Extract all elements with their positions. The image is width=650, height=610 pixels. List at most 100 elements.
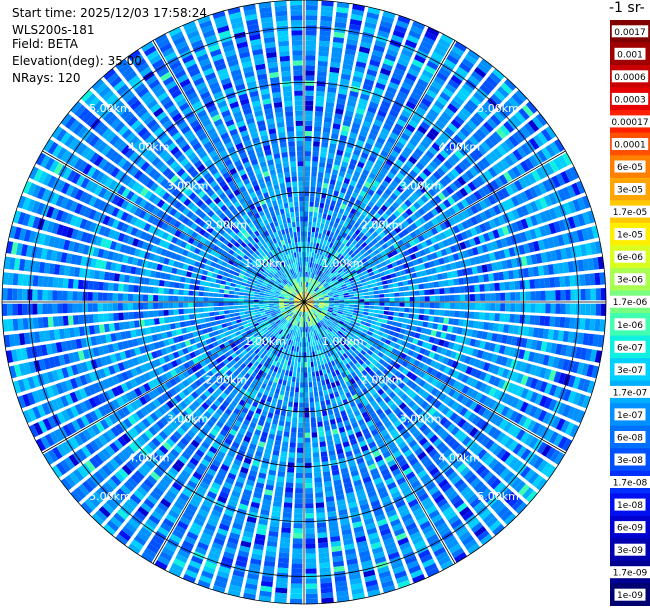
range-gate — [449, 310, 455, 317]
range-gate — [515, 292, 521, 301]
range-gate — [381, 63, 393, 72]
range-gate — [308, 288, 311, 293]
range-gate — [419, 249, 426, 257]
range-gate — [480, 104, 492, 116]
range-gate — [300, 332, 303, 338]
range-gate — [412, 259, 419, 266]
range-gate — [345, 318, 351, 323]
range-gate — [333, 190, 340, 197]
range-gate — [466, 99, 478, 111]
range-gate — [348, 309, 354, 313]
range-gate — [508, 324, 515, 334]
ray — [304, 33, 454, 302]
range-gate — [395, 141, 405, 150]
range-gate — [504, 100, 517, 113]
range-gate — [305, 292, 308, 298]
range-gate — [337, 224, 343, 230]
range-gate — [389, 302, 395, 307]
range-gate — [336, 266, 342, 272]
range-gate — [495, 355, 503, 365]
range-gate — [519, 191, 529, 203]
range-gate — [304, 186, 310, 192]
range-gate — [351, 239, 358, 246]
range-gate — [469, 193, 478, 203]
range-gate — [315, 263, 319, 269]
range-gate — [494, 313, 500, 322]
range-gate — [399, 168, 408, 177]
range-gate — [318, 45, 330, 52]
range-gate — [599, 319, 606, 332]
range-gate — [457, 111, 468, 122]
range-gate — [476, 245, 484, 255]
range-gate — [409, 239, 416, 247]
range-gate — [309, 262, 313, 268]
range-gate — [594, 319, 601, 332]
range-gate — [555, 290, 561, 301]
range-gate — [497, 227, 505, 238]
range-gate — [329, 283, 335, 287]
range-gate — [416, 243, 424, 251]
range-gate — [304, 166, 311, 172]
range-gate — [275, 486, 284, 493]
range-gate — [368, 227, 375, 234]
range-gate — [291, 427, 297, 433]
range-gate — [382, 220, 390, 228]
range-gate — [312, 257, 316, 263]
range-gate — [372, 204, 380, 212]
ray — [304, 10, 396, 302]
range-gate — [399, 302, 405, 307]
range-gate — [559, 276, 566, 287]
range-gate — [321, 280, 327, 285]
range-gate — [504, 313, 510, 323]
range-gate — [295, 387, 299, 393]
range-gate — [399, 328, 406, 335]
range-gate — [503, 121, 515, 133]
range-gate — [376, 253, 383, 259]
range-gate — [320, 260, 325, 266]
range-gate — [397, 91, 408, 100]
range-gate — [335, 273, 341, 279]
range-gate — [571, 361, 580, 374]
range-gate — [320, 197, 326, 204]
range-gate — [565, 289, 571, 301]
range-gate — [309, 300, 314, 302]
range-gate — [369, 252, 376, 258]
range-gate — [338, 208, 345, 215]
range-gate — [305, 135, 312, 142]
range-gate — [482, 80, 495, 92]
range-gate — [294, 498, 303, 504]
range-gate — [316, 75, 327, 82]
range-gate — [324, 172, 331, 179]
range-gate — [304, 382, 308, 388]
range-gate — [505, 292, 511, 301]
range-gate — [344, 48, 356, 56]
range-gate — [505, 236, 513, 247]
range-gate — [355, 280, 362, 285]
range-gate — [453, 95, 465, 106]
range-gate — [443, 58, 457, 69]
range-gate — [343, 277, 349, 282]
range-gate — [331, 313, 337, 317]
range-gate — [298, 417, 304, 423]
range-gate — [557, 234, 565, 246]
range-gate — [587, 210, 596, 224]
range-gate — [319, 441, 326, 448]
range-gate — [332, 311, 338, 315]
range-gate — [342, 182, 349, 189]
range-gate — [486, 352, 494, 362]
range-gate — [567, 216, 576, 229]
range-gate — [309, 302, 314, 303]
range-gate — [321, 218, 326, 225]
range-gate — [559, 317, 566, 328]
range-gate — [391, 321, 398, 327]
range-gate — [344, 151, 352, 159]
range-gate — [469, 311, 475, 319]
range-gate — [371, 223, 379, 231]
range-gate — [343, 177, 351, 185]
range-gate — [326, 214, 332, 221]
range-gate — [318, 365, 322, 371]
range-gate — [384, 91, 395, 100]
range-gate — [485, 293, 491, 301]
range-gate — [423, 262, 431, 269]
range-gate — [302, 337, 304, 343]
